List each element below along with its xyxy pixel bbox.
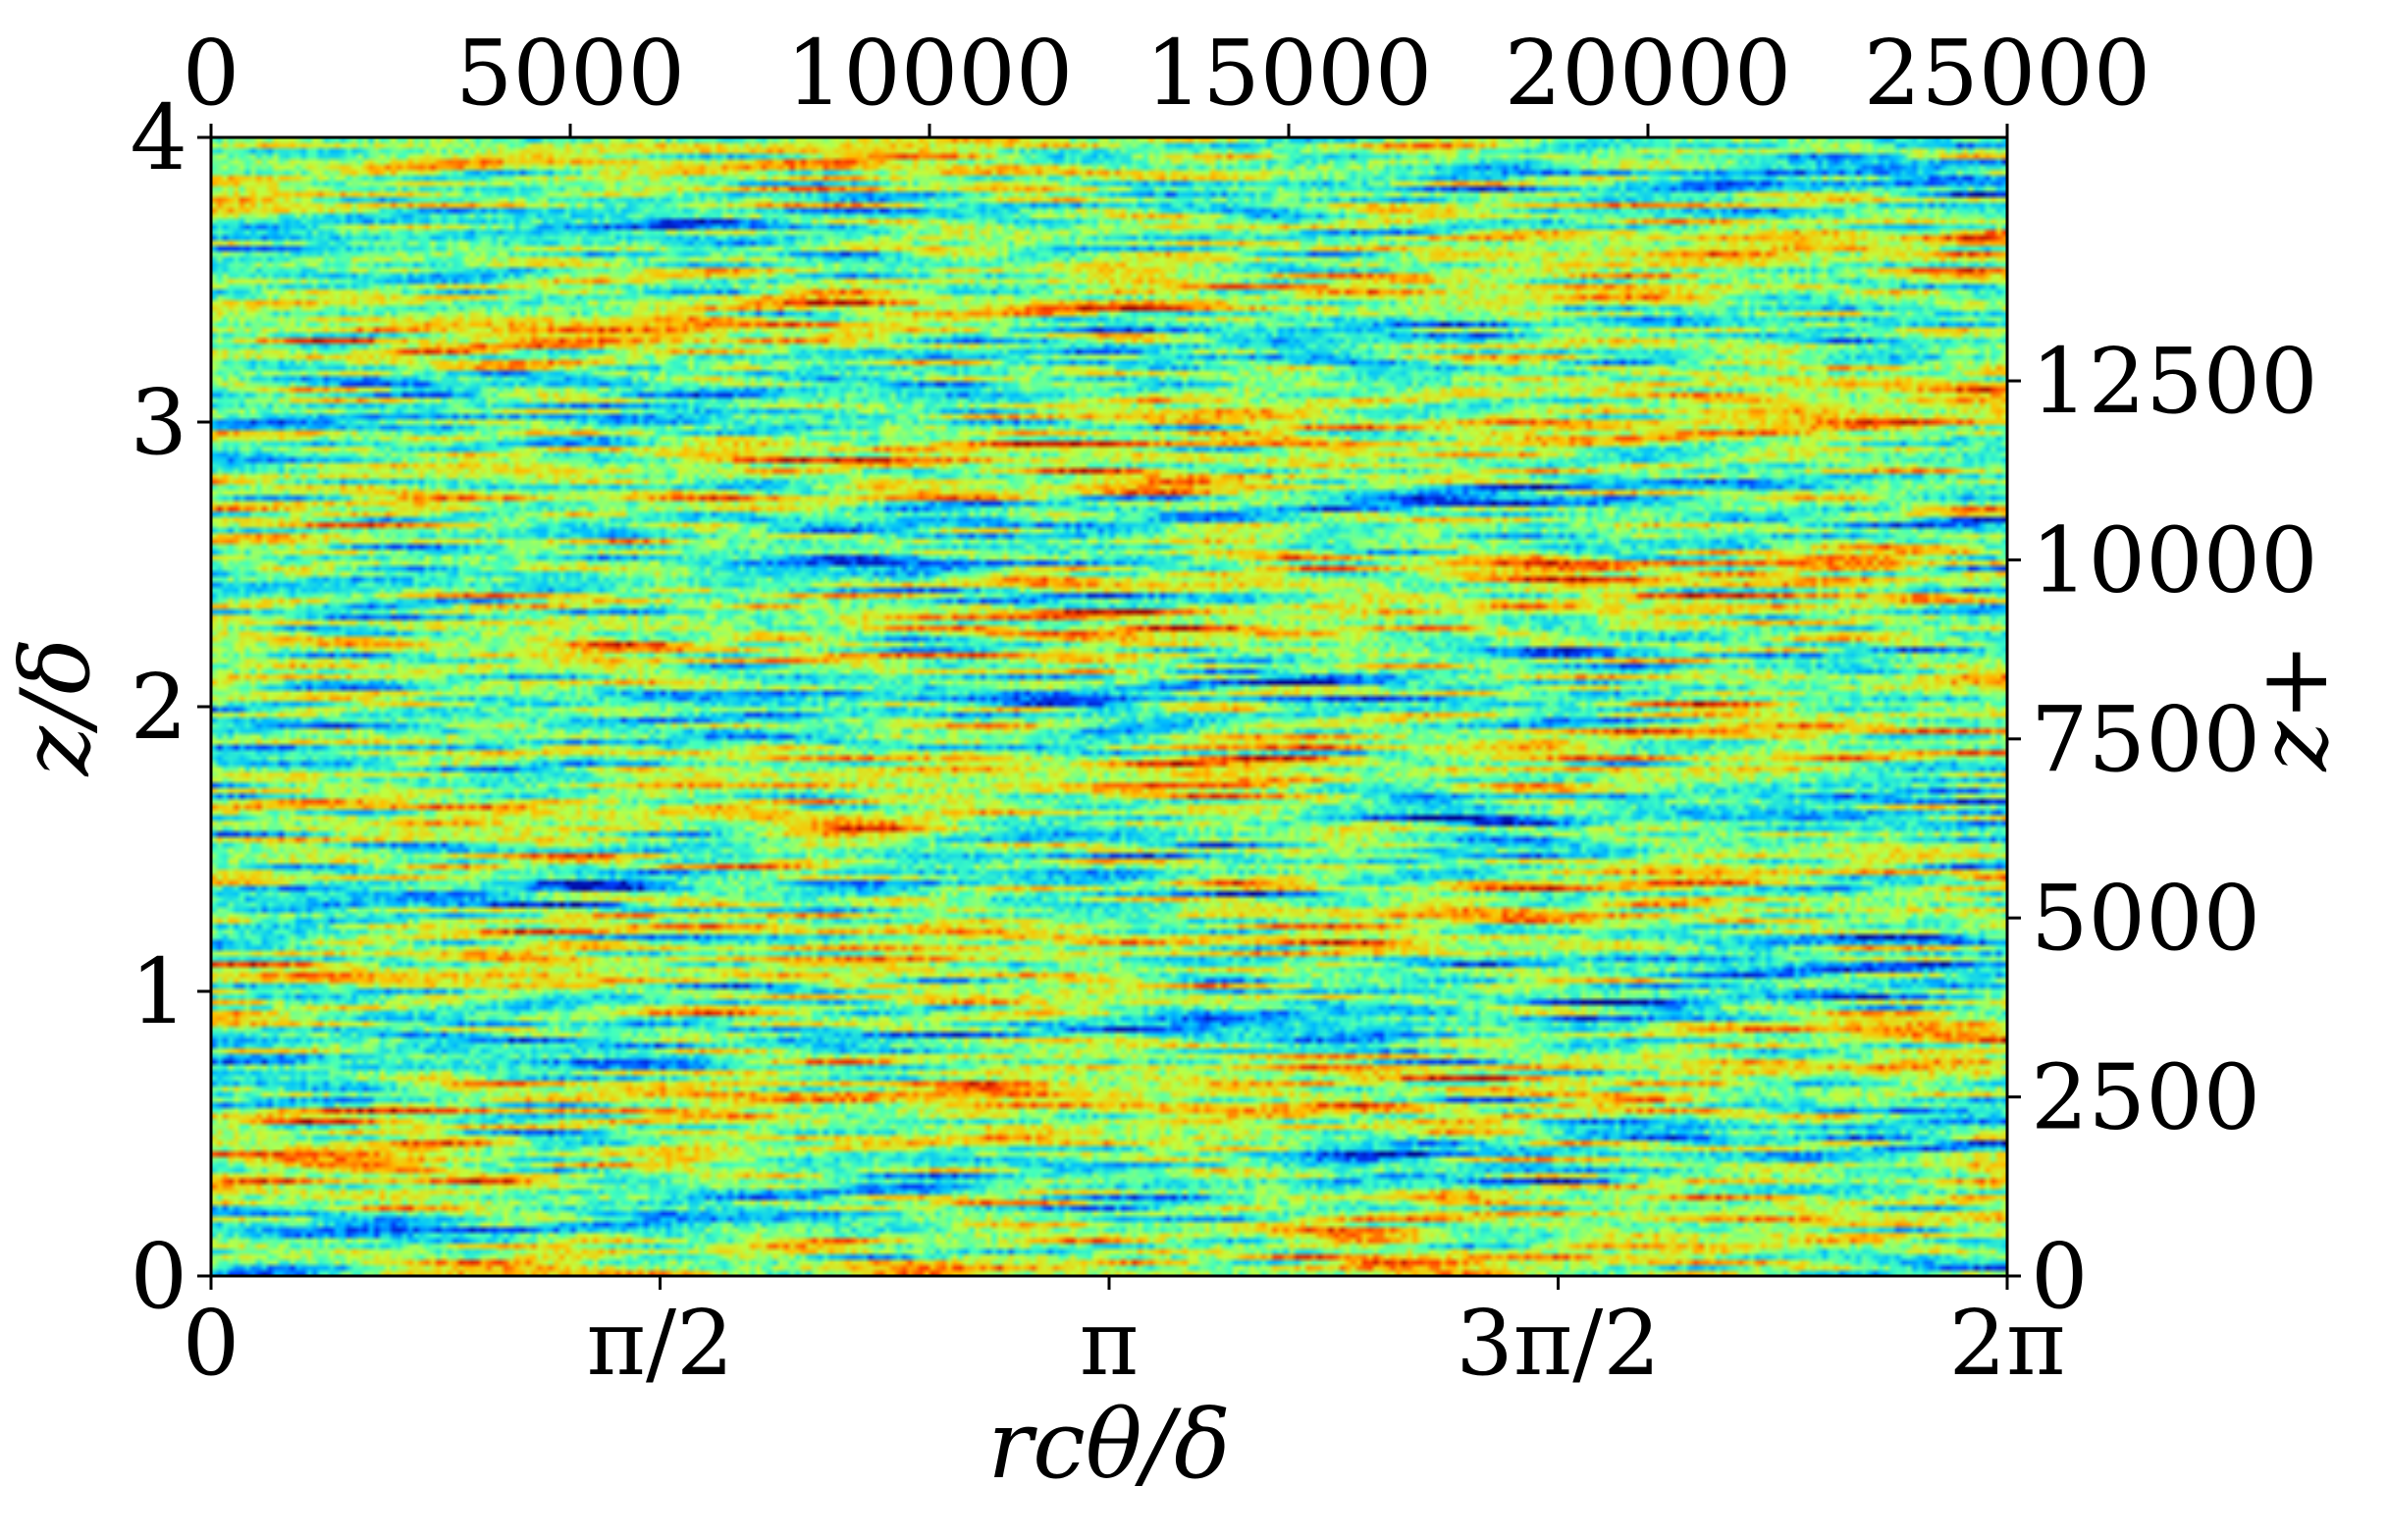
y-axis-label: z/δ bbox=[1, 638, 111, 777]
x-top-tick-label: 10000 bbox=[786, 21, 1074, 126]
x-tick-label: π/2 bbox=[587, 1291, 734, 1396]
y-tick-label: 1 bbox=[130, 939, 187, 1044]
y-tick-label: 0 bbox=[130, 1224, 187, 1329]
y-tick-label: 2 bbox=[130, 655, 187, 760]
x-top-tick-label: 15000 bbox=[1145, 21, 1433, 126]
y-right-tick-label: 5000 bbox=[2031, 866, 2260, 971]
y-tick-label: 3 bbox=[130, 370, 187, 475]
x-tick-label: 2π bbox=[1949, 1291, 2066, 1396]
x-top-tick-label: 0 bbox=[183, 21, 240, 126]
y-right-tick-label: 0 bbox=[2031, 1224, 2089, 1329]
x-top-tick-label: 5000 bbox=[455, 21, 685, 126]
y-right-tick-label: 12500 bbox=[2031, 329, 2318, 434]
heatmap-field bbox=[211, 137, 2007, 1276]
heatmap-image bbox=[211, 137, 2007, 1276]
x-tick-label: π bbox=[1080, 1291, 1139, 1396]
x-top-tick-label: 20000 bbox=[1505, 21, 1792, 126]
y-right-tick-label: 2500 bbox=[2031, 1045, 2260, 1150]
y-tick-label: 4 bbox=[130, 85, 187, 190]
y-right-tick-label: 7500 bbox=[2031, 687, 2260, 792]
x-top-tick-label: 25000 bbox=[1864, 21, 2151, 126]
y-right-axis-label: z+ bbox=[2239, 642, 2349, 771]
tick-layer: 0 π/2 π 3π/2 2π0 5000 10000 15000 20000 250000123… bbox=[130, 21, 2317, 1396]
x-tick-label: 0 bbox=[183, 1291, 240, 1396]
x-axis-label: rcθ/δ bbox=[987, 1390, 1231, 1500]
y-right-tick-label: 10000 bbox=[2031, 507, 2318, 612]
x-tick-label: 3π/2 bbox=[1456, 1291, 1661, 1396]
